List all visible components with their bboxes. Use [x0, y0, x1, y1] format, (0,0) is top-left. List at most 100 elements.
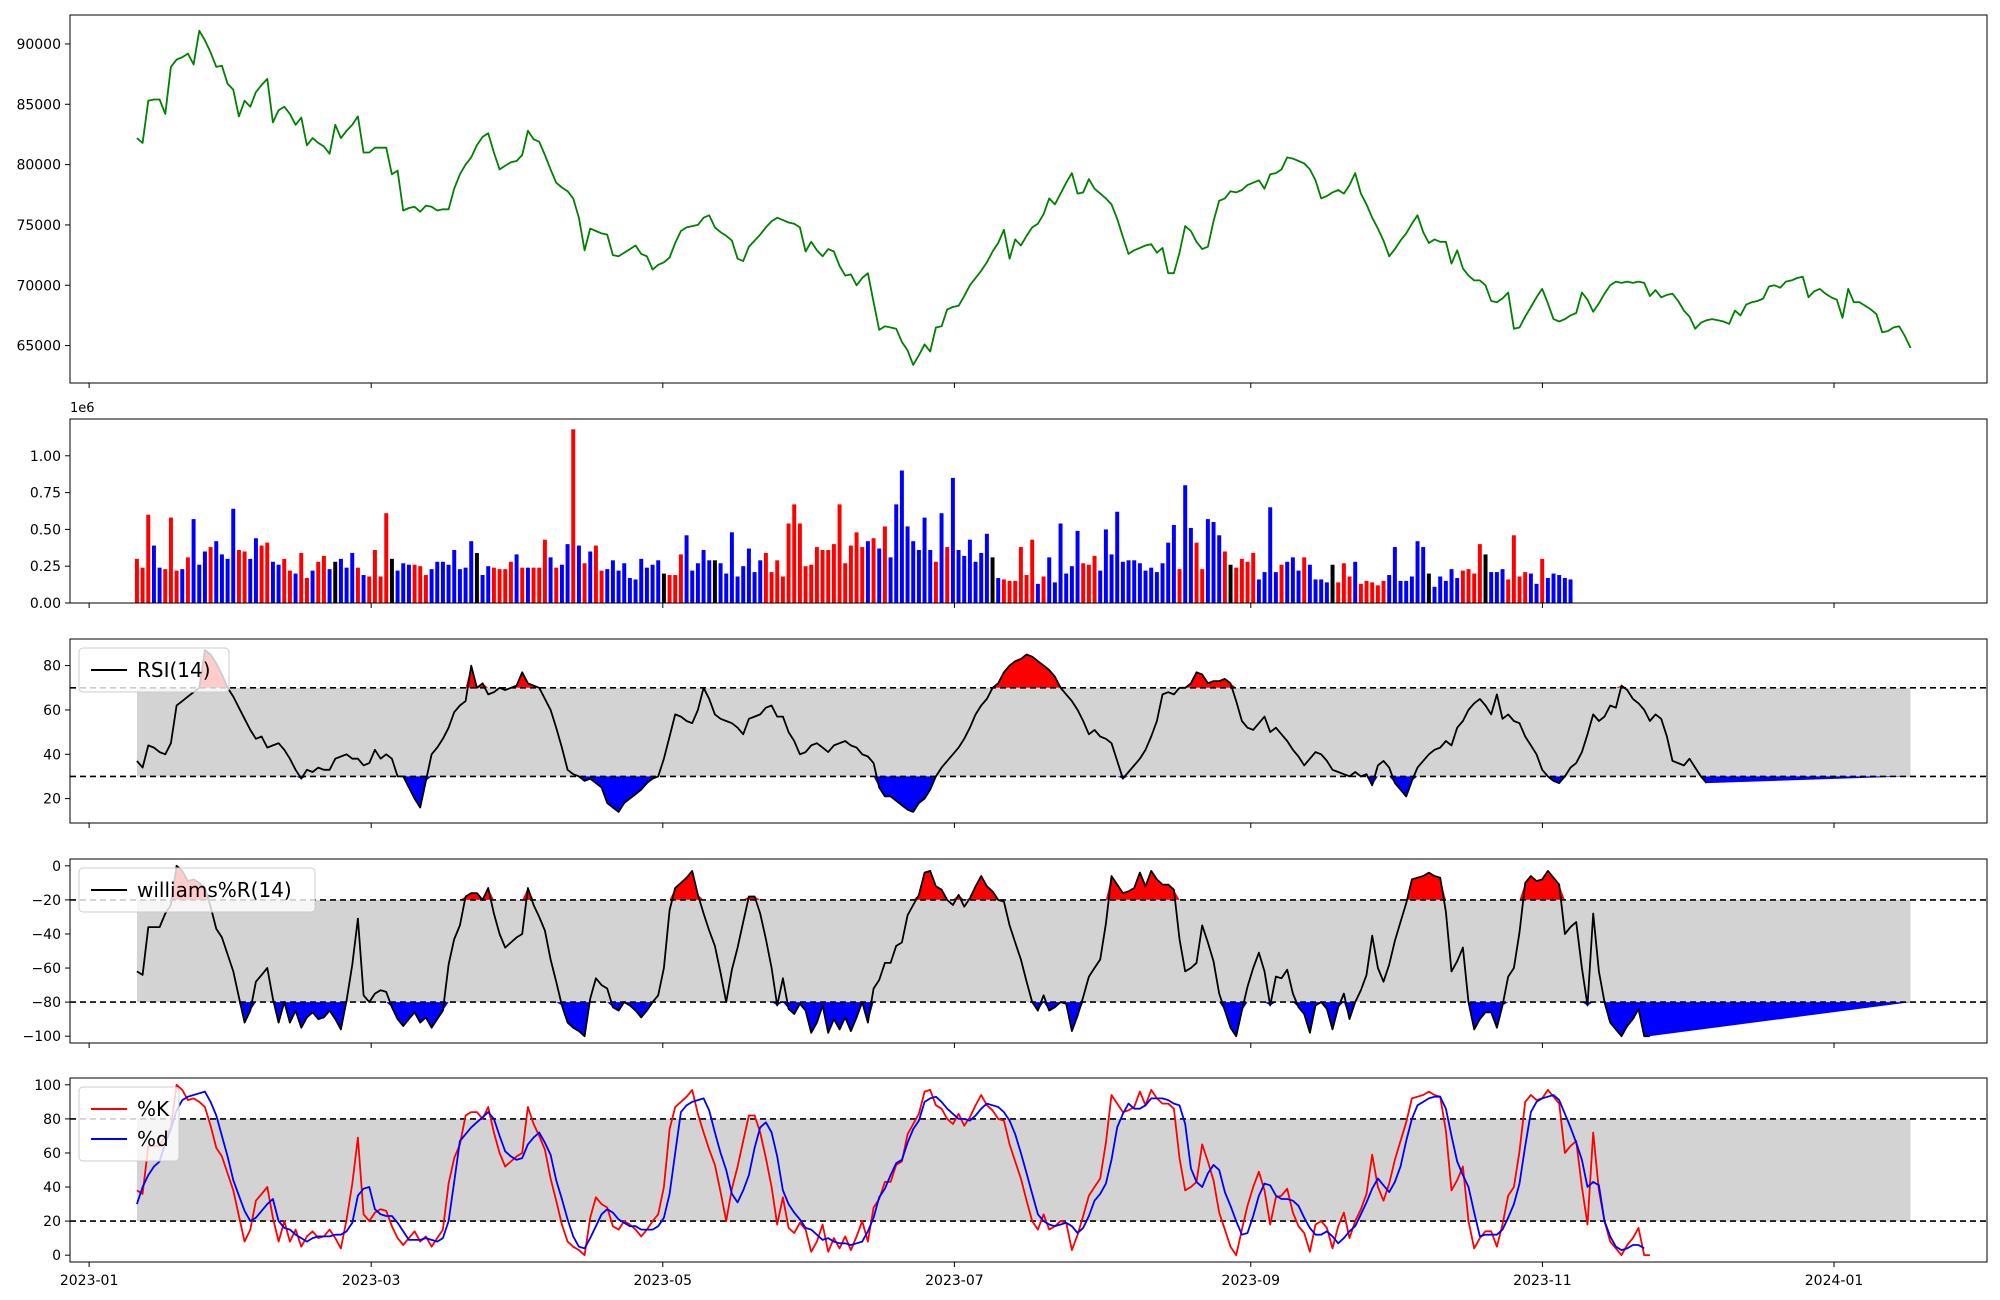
volume-bar: [429, 569, 434, 603]
volume-bar: [707, 560, 712, 603]
volume-bar: [1358, 583, 1363, 603]
volume-bar: [174, 570, 179, 603]
volume-bar: [265, 542, 270, 603]
volume-bar: [1313, 579, 1318, 603]
volume-bar: [520, 567, 525, 603]
volume-bar: [639, 558, 644, 603]
volume-bar: [1256, 579, 1261, 603]
volume-bar: [469, 541, 474, 603]
williams-legend-label: williams%R(14): [137, 878, 292, 902]
volume-bar: [554, 567, 559, 603]
volume-bar: [1245, 561, 1250, 603]
volume-bar: [440, 561, 445, 603]
volume-bar: [633, 579, 638, 603]
volume-bar: [1443, 580, 1448, 603]
volume-bar: [1415, 541, 1420, 603]
volume-bar: [531, 567, 536, 603]
volume-bar: [282, 558, 287, 603]
volume-bar: [395, 570, 400, 603]
stochastic-ytick-label: 80: [43, 1112, 61, 1128]
volume-bar: [333, 561, 338, 603]
volume-bar: [1171, 524, 1176, 603]
volume-bar: [588, 551, 593, 603]
williams-oversold-fill: [136, 1002, 1911, 1037]
rsi-ytick-label: 60: [43, 703, 61, 719]
stochastic-ytick-label: 0: [52, 1248, 61, 1264]
volume-bar: [984, 533, 989, 603]
williams-neutral-band: [136, 899, 1911, 1003]
volume-bar: [843, 563, 848, 603]
volume-bar: [503, 569, 508, 603]
volume-bar: [854, 532, 859, 603]
date-tick-label: 2024-01: [1805, 1273, 1864, 1289]
volume-bar: [1115, 511, 1120, 603]
volume-bar: [950, 477, 955, 603]
volume-bar: [1285, 561, 1290, 603]
volume-bar: [780, 576, 785, 603]
volume-bar: [1160, 563, 1165, 603]
volume-bar: [168, 517, 173, 603]
volume-bar: [888, 557, 893, 603]
volume-bar: [1302, 557, 1307, 603]
volume-bar: [525, 567, 530, 603]
volume-bar: [695, 563, 700, 603]
volume-bar: [180, 569, 185, 603]
volume-bar: [644, 567, 649, 603]
volume-bar: [452, 550, 457, 603]
volume-bar: [1421, 547, 1426, 603]
volume-bar: [678, 554, 683, 603]
volume-bar: [1517, 576, 1522, 603]
volume-bar: [627, 577, 632, 603]
volume-bar: [894, 504, 899, 603]
volume-bar: [1058, 523, 1063, 603]
volume-bar: [537, 567, 542, 603]
volume-bar: [1330, 564, 1335, 603]
volume-bar: [729, 532, 734, 603]
volume-bar: [582, 563, 587, 603]
stochastic-k-line: [136, 1083, 1650, 1257]
volume-bar: [1540, 558, 1545, 603]
volume-bar: [605, 569, 610, 603]
volume-bar: [1183, 485, 1188, 603]
volume-bar: [724, 573, 729, 603]
volume-bar: [542, 539, 547, 603]
stochastic-legend-label: %d: [137, 1127, 169, 1151]
volume-bar: [1511, 535, 1516, 603]
volume-bar: [276, 564, 281, 603]
volume-bar: [1336, 582, 1341, 603]
volume-bar: [1545, 577, 1550, 603]
volume-bar: [491, 567, 496, 603]
volume-bar: [967, 539, 972, 603]
price-panel-frame: [69, 14, 1988, 384]
volume-bar: [1568, 579, 1573, 603]
williams-ytick-label: −60: [31, 961, 61, 977]
volume-bar: [1483, 554, 1488, 603]
volume-bar: [1013, 580, 1018, 603]
volume-bar: [962, 555, 967, 603]
volume-bar: [718, 563, 723, 603]
volume-bar: [1126, 560, 1131, 603]
volume-bar: [1143, 570, 1148, 603]
volume-bar: [1030, 539, 1035, 603]
volume-bar: [775, 560, 780, 603]
volume-bar: [1353, 561, 1358, 603]
volume-bar: [316, 561, 321, 603]
volume-bar: [1092, 555, 1097, 603]
date-tick-label: 2023-09: [1222, 1273, 1281, 1289]
volume-bar: [1455, 577, 1460, 603]
volume-bar: [758, 560, 763, 603]
volume-bar: [253, 538, 258, 603]
volume-bar: [1477, 544, 1482, 603]
volume-bar: [622, 563, 627, 603]
volume-bar: [197, 564, 202, 603]
volume-bar: [474, 552, 479, 603]
volume-bar: [327, 569, 332, 603]
volume-bar: [792, 504, 797, 603]
volume-bar: [1086, 564, 1091, 603]
volume-bar: [418, 566, 423, 603]
volume-bar: [848, 545, 853, 603]
williams-legend-box: [78, 867, 316, 913]
volume-bar: [406, 564, 411, 603]
volume-bar: [1341, 563, 1346, 603]
